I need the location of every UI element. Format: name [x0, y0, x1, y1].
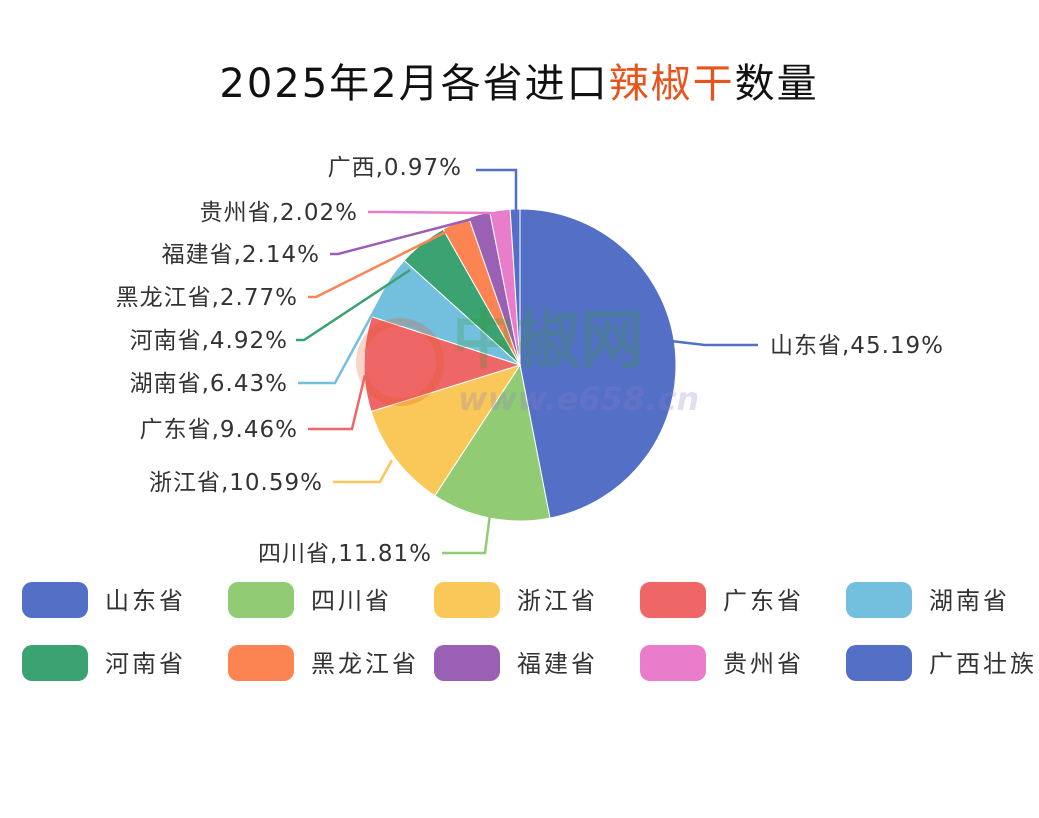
title-highlight: 辣椒干: [609, 61, 735, 107]
legend-swatch: [434, 645, 500, 681]
legend-swatch: [846, 645, 912, 681]
watermark-text: 中椒网: [452, 304, 644, 378]
legend-label: 福建省: [517, 650, 598, 678]
legend-swatch: [846, 582, 912, 618]
legend-label: 浙江省: [517, 587, 598, 615]
legend-label: 黑龙江省: [311, 650, 419, 678]
slice-label: 浙江省,10.59%: [149, 470, 323, 496]
slice-label: 贵州省,2.02%: [200, 200, 358, 226]
label-leader-line: [333, 459, 394, 484]
legend-swatch: [228, 645, 294, 681]
legend-item[interactable]: 广西壮族自治区: [846, 645, 1039, 681]
legend-swatch: [640, 645, 706, 681]
label-leader-line: [308, 230, 447, 299]
label-leader-line: [661, 338, 758, 347]
legend-label: 广西壮族自治区: [929, 650, 1039, 678]
label-leader-line: [442, 513, 492, 555]
watermark-url: www.e658.cn: [458, 380, 699, 418]
watermark-logo-icon: [356, 318, 444, 406]
legend-label: 湖南省: [929, 587, 1010, 615]
legend-item[interactable]: 浙江省: [434, 582, 598, 618]
legend-label: 河南省: [105, 650, 186, 678]
legend-label: 四川省: [311, 587, 392, 615]
pie-slice: [363, 316, 522, 413]
legend-swatch: [228, 582, 294, 618]
pie-slice: [519, 208, 677, 519]
watermark: 中椒网 www.e658.cn: [356, 304, 699, 418]
slice-label: 黑龙江省,2.77%: [116, 285, 298, 311]
label-leader-line: [296, 268, 411, 342]
label-leader-line: [330, 217, 473, 256]
slice-labels: 山东省,45.19% 四川省,11.81% 浙江省,10.59% 广东省,9.46% 湖…: [116, 155, 944, 567]
legend-item[interactable]: 河南省: [22, 645, 186, 681]
legend-item[interactable]: 山东省: [22, 582, 186, 618]
legend-swatch: [640, 582, 706, 618]
legend-item[interactable]: 湖南省: [846, 582, 1010, 618]
title-suffix: 数量: [735, 61, 819, 107]
legend-item[interactable]: 贵州省: [640, 645, 804, 681]
pie-slice: [370, 364, 522, 497]
legend-label: 贵州省: [723, 650, 804, 678]
legend-item[interactable]: 广东省: [640, 582, 804, 618]
legend-item[interactable]: 四川省: [228, 582, 392, 618]
legend-item[interactable]: 黑龙江省: [228, 645, 419, 681]
slice-label: 河南省,4.92%: [130, 328, 288, 354]
legend-item[interactable]: 福建省: [434, 645, 598, 681]
legend-swatch: [434, 582, 500, 618]
legend-label: 广东省: [723, 587, 804, 615]
legend-label: 山东省: [105, 587, 186, 615]
label-leader-line: [368, 210, 493, 215]
slice-label: 广西,0.97%: [328, 155, 462, 181]
title-prefix: 2025年2月各省进口: [219, 61, 608, 107]
slice-label: 福建省,2.14%: [162, 242, 320, 268]
slice-label: 湖南省,6.43%: [130, 371, 288, 397]
slice-label: 四川省,11.81%: [258, 541, 432, 567]
label-leader-line: [308, 374, 367, 431]
label-leader-line: [476, 168, 518, 211]
label-leader-line: [298, 299, 382, 385]
slice-label: 广东省,9.46%: [140, 417, 298, 443]
legend-swatch: [22, 645, 88, 681]
chart-title: 2025年2月各省进口辣椒干数量: [219, 61, 818, 107]
legend-swatch: [22, 582, 88, 618]
slice-label: 山东省,45.19%: [770, 333, 944, 359]
